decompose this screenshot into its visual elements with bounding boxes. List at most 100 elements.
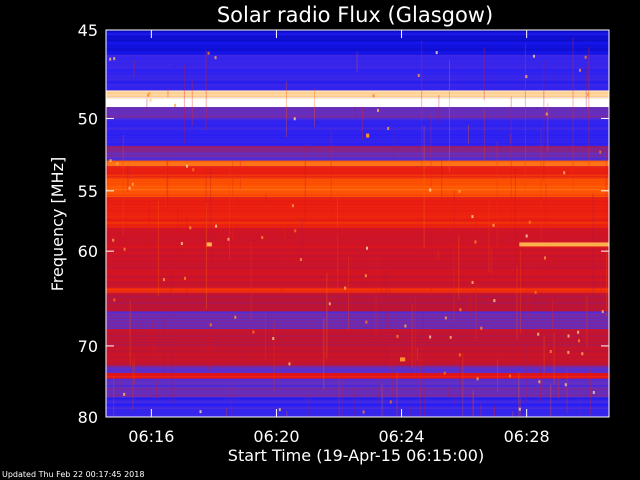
time-streak bbox=[475, 212, 477, 293]
burst-dot bbox=[429, 335, 432, 339]
band-texture bbox=[106, 57, 609, 60]
burst-dot bbox=[578, 68, 581, 72]
time-streak bbox=[170, 269, 172, 319]
time-streak bbox=[381, 384, 383, 417]
burst-dot bbox=[493, 299, 496, 303]
band-texture bbox=[106, 255, 609, 257]
time-streak bbox=[540, 129, 542, 242]
emission-event bbox=[519, 242, 609, 247]
time-streak bbox=[422, 300, 424, 340]
burst-dot bbox=[387, 126, 390, 130]
burst-dot bbox=[564, 383, 567, 387]
time-streak bbox=[572, 37, 574, 190]
time-streak bbox=[431, 252, 433, 308]
band-texture bbox=[106, 87, 609, 90]
time-streak bbox=[273, 322, 275, 391]
band-texture bbox=[106, 252, 609, 254]
burst-dot bbox=[543, 256, 546, 260]
time-streak bbox=[458, 235, 460, 300]
burst-dot bbox=[459, 308, 462, 312]
burst-dot bbox=[567, 350, 570, 354]
x-tick-label: 06:28 bbox=[504, 427, 550, 446]
band-texture bbox=[106, 97, 609, 100]
time-streak bbox=[490, 247, 492, 275]
burst-dot bbox=[366, 246, 369, 250]
band-texture bbox=[106, 397, 609, 400]
burst-dot bbox=[227, 237, 230, 241]
time-streak bbox=[419, 352, 421, 416]
band-texture bbox=[106, 261, 609, 263]
burst-dot bbox=[147, 93, 150, 97]
time-streak bbox=[483, 110, 485, 161]
time-streak bbox=[421, 40, 423, 173]
burst-dot bbox=[563, 171, 566, 175]
burst-dot bbox=[299, 257, 302, 261]
time-streak bbox=[448, 60, 450, 173]
band-texture bbox=[106, 100, 609, 103]
burst-dot bbox=[252, 330, 255, 334]
time-streak bbox=[516, 265, 518, 341]
burst-dot bbox=[417, 73, 420, 77]
band-texture bbox=[106, 109, 609, 112]
time-streak bbox=[207, 334, 209, 355]
band-texture bbox=[106, 136, 609, 139]
burst-dot bbox=[476, 377, 479, 381]
time-streak bbox=[205, 170, 207, 228]
burst-dot bbox=[435, 51, 438, 55]
band-texture bbox=[106, 215, 609, 218]
time-streak bbox=[313, 203, 315, 205]
band-texture bbox=[106, 149, 609, 151]
time-streak bbox=[171, 338, 173, 405]
band-texture bbox=[106, 284, 609, 287]
band-texture bbox=[106, 72, 609, 75]
spectrogram-plot bbox=[106, 30, 609, 417]
band-texture bbox=[106, 33, 609, 35]
burst-dot bbox=[123, 247, 126, 251]
band-texture bbox=[106, 302, 609, 304]
time-streak bbox=[414, 295, 416, 375]
time-streak bbox=[582, 341, 584, 356]
y-tick-label: 50 bbox=[78, 109, 98, 128]
time-streak bbox=[337, 234, 339, 292]
time-streak bbox=[366, 233, 368, 288]
time-streak bbox=[166, 160, 168, 209]
burst-dot bbox=[123, 392, 126, 396]
band-texture bbox=[106, 177, 609, 179]
band-texture bbox=[106, 42, 609, 45]
time-streak bbox=[301, 218, 303, 264]
band-texture bbox=[106, 36, 609, 38]
burst-dot bbox=[148, 91, 151, 95]
burst-dot bbox=[474, 240, 477, 244]
burst-dot bbox=[112, 238, 115, 242]
burst-dot bbox=[518, 407, 521, 411]
time-streak bbox=[205, 50, 207, 131]
burst-dot bbox=[534, 290, 537, 294]
time-streak bbox=[120, 379, 122, 388]
burst-dot bbox=[209, 323, 212, 327]
band-texture bbox=[106, 66, 609, 69]
band-texture bbox=[106, 143, 609, 145]
band-texture bbox=[106, 246, 609, 248]
burst-dot bbox=[113, 57, 116, 61]
burst-dot bbox=[458, 353, 461, 357]
time-streak bbox=[356, 51, 358, 73]
band-texture bbox=[106, 228, 609, 230]
band-texture bbox=[106, 267, 609, 269]
burst-dot bbox=[471, 280, 474, 284]
time-streak bbox=[157, 200, 159, 296]
band-texture bbox=[106, 200, 609, 203]
time-streak bbox=[552, 297, 554, 330]
band-texture bbox=[106, 350, 609, 353]
time-streak bbox=[519, 249, 521, 334]
time-streak bbox=[471, 396, 473, 417]
burst-dot bbox=[525, 75, 528, 79]
time-streak bbox=[590, 369, 592, 415]
time-streak bbox=[549, 239, 551, 266]
band-texture bbox=[106, 332, 609, 334]
time-streak bbox=[309, 320, 311, 325]
time-streak bbox=[191, 80, 193, 126]
band-texture bbox=[106, 295, 609, 298]
band-texture bbox=[106, 212, 609, 215]
burst-dot bbox=[344, 286, 347, 290]
band-texture bbox=[106, 372, 609, 375]
